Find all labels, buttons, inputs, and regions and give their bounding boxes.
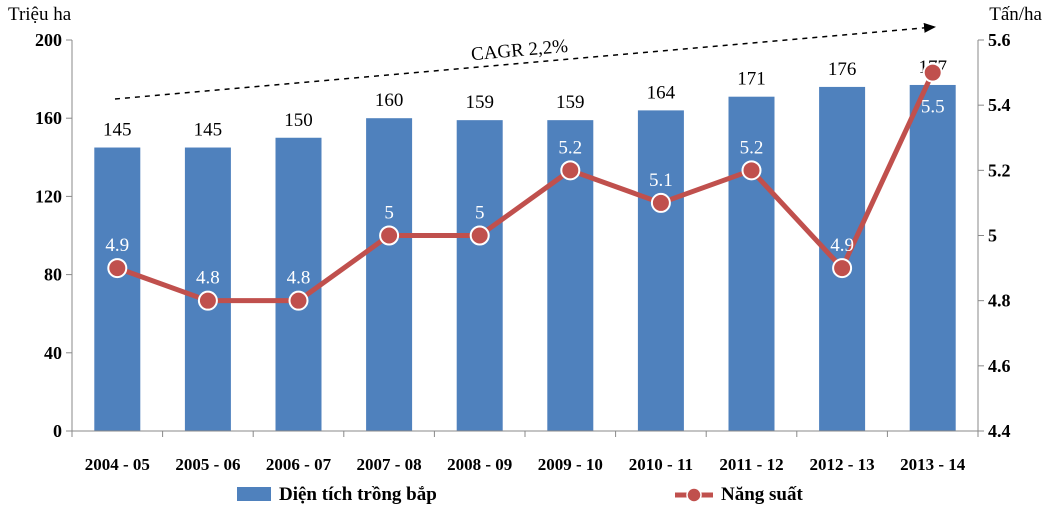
legend-bar-label: Diện tích trồng bắp	[279, 484, 437, 505]
right-tick-label: 4.4	[988, 421, 1011, 441]
x-tick-label: 2010 - 11	[629, 455, 693, 474]
x-tick-label: 2008 - 09	[447, 455, 512, 474]
line-point	[922, 62, 943, 83]
bar	[184, 147, 231, 431]
point-value-label: 5	[384, 203, 394, 224]
x-tick-label: 2009 - 10	[538, 455, 603, 474]
plot-area: 1451451501601591591641711761770408012016…	[35, 30, 1011, 474]
left-tick-label: 120	[35, 186, 62, 206]
left-tick-label: 160	[35, 108, 62, 128]
bar-value-label: 145	[103, 120, 132, 141]
bar-value-label: 150	[284, 110, 313, 131]
line-point	[107, 258, 128, 279]
x-tick-label: 2013 - 14	[900, 455, 966, 474]
line-point	[288, 290, 309, 311]
line-point	[560, 160, 581, 181]
bar	[728, 96, 775, 431]
bar	[637, 110, 684, 431]
bar-value-label: 145	[194, 120, 223, 141]
point-value-label: 5.5	[921, 97, 945, 118]
bar-value-label: 171	[737, 69, 766, 90]
bar	[275, 137, 322, 431]
left-tick-label: 80	[44, 265, 62, 285]
x-tick-label: 2011 - 12	[719, 455, 783, 474]
right-tick-label: 5.4	[988, 95, 1011, 115]
bar-value-label: 160	[375, 90, 404, 111]
point-value-label: 4.9	[105, 235, 129, 256]
line-point	[197, 290, 218, 311]
left-tick-label: 200	[35, 30, 62, 50]
bar-value-label: 159	[465, 92, 494, 113]
bar-value-label: 159	[556, 92, 585, 113]
point-value-label: 5.2	[558, 137, 582, 158]
x-tick-label: 2005 - 06	[175, 455, 240, 474]
bar	[909, 84, 956, 431]
x-tick-label: 2012 - 13	[810, 455, 875, 474]
bar	[456, 120, 503, 431]
left-tick-label: 40	[44, 343, 62, 363]
legend-bar-swatch	[237, 487, 271, 501]
bar	[94, 147, 141, 431]
legend-line-marker	[686, 487, 702, 503]
legend: Diện tích trồng bắp Năng suất	[237, 484, 803, 505]
x-tick-label: 2006 - 07	[266, 455, 332, 474]
point-value-label: 4.9	[830, 235, 854, 256]
bar	[366, 118, 413, 431]
cagr-arrow	[114, 22, 936, 100]
point-value-label: 4.8	[287, 268, 311, 289]
line-point	[832, 258, 853, 279]
line-point	[741, 160, 762, 181]
line-series-path	[116, 71, 935, 304]
point-value-label: 5.2	[740, 137, 764, 158]
point-value-label: 4.8	[196, 268, 220, 289]
line-point	[650, 192, 671, 213]
right-tick-label: 5.2	[988, 160, 1011, 180]
point-value-label: 5	[475, 203, 485, 224]
legend-line-label: Năng suất	[721, 484, 803, 505]
bar-value-label: 176	[828, 59, 857, 80]
right-tick-label: 4.6	[988, 356, 1011, 376]
point-value-label: 5.1	[649, 170, 673, 191]
right-tick-label: 4.8	[988, 291, 1011, 311]
bar-value-label: 164	[647, 82, 676, 103]
line-point	[469, 225, 490, 246]
x-tick-label: 2004 - 05	[85, 455, 150, 474]
left-axis-title: Triệu ha	[8, 4, 72, 25]
line-point	[379, 225, 400, 246]
right-tick-label: 5	[988, 226, 997, 246]
x-tick-label: 2007 - 08	[357, 455, 422, 474]
right-tick-label: 5.6	[988, 30, 1011, 50]
left-tick-label: 0	[53, 421, 62, 441]
right-axis-title: Tấn/ha	[989, 4, 1042, 25]
